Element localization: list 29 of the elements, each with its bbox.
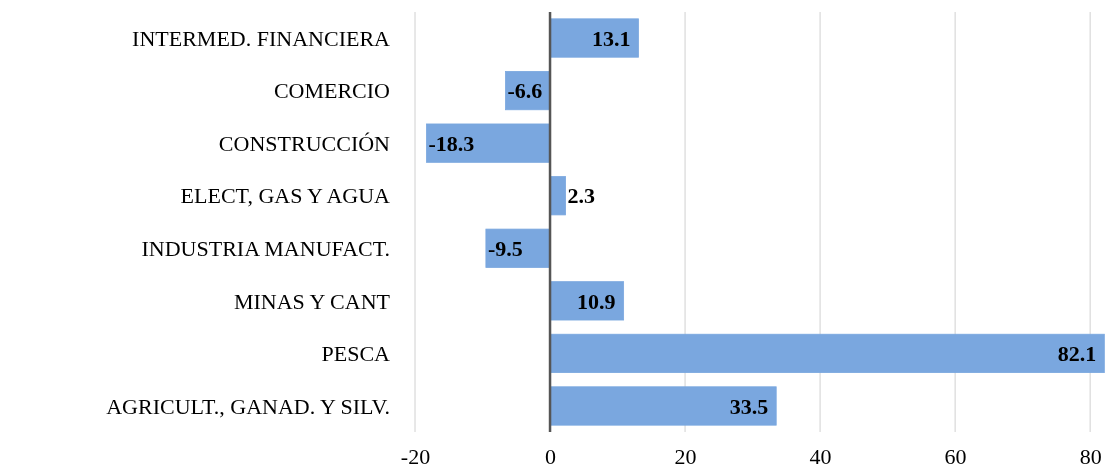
x-tick-label: 20 xyxy=(674,443,697,469)
bar xyxy=(549,333,1105,373)
data-label: 33.5 xyxy=(729,393,769,419)
y-tick-label: AGRICULT., GANAD. Y SILV. xyxy=(106,393,390,419)
data-label: -6.6 xyxy=(507,78,543,104)
y-tick-label: ELECT, GAS Y AGUA xyxy=(180,183,391,209)
bar xyxy=(549,281,625,321)
data-label: 10.9 xyxy=(577,288,616,314)
y-tick-label: MINAS Y CANT xyxy=(233,288,391,314)
data-label: -9.5 xyxy=(487,235,523,261)
bar xyxy=(549,386,777,426)
x-tick-label: 40 xyxy=(809,443,832,469)
y-tick-label: COMERCIO xyxy=(273,78,390,104)
x-tick-label: 60 xyxy=(944,443,967,469)
y-tick-label: PESCA xyxy=(321,341,391,367)
bar xyxy=(485,228,551,268)
x-tick-label: 0 xyxy=(545,443,557,469)
data-label: 82.1 xyxy=(1057,341,1097,367)
x-tick-label: 80 xyxy=(1079,443,1102,469)
data-label: -18.3 xyxy=(428,130,475,156)
x-tick-label: -20 xyxy=(400,443,431,469)
y-tick-label: INDUSTRIA MANUFACT. xyxy=(141,235,390,261)
y-tick-label: INTERMED. FINANCIERA xyxy=(132,25,391,51)
data-label: 2.3 xyxy=(567,183,596,209)
bar xyxy=(426,123,551,163)
y-tick-label: CONSTRUCCIÓN xyxy=(218,130,391,156)
data-label: 13.1 xyxy=(591,25,631,51)
bar xyxy=(549,176,566,216)
bar xyxy=(549,18,639,58)
